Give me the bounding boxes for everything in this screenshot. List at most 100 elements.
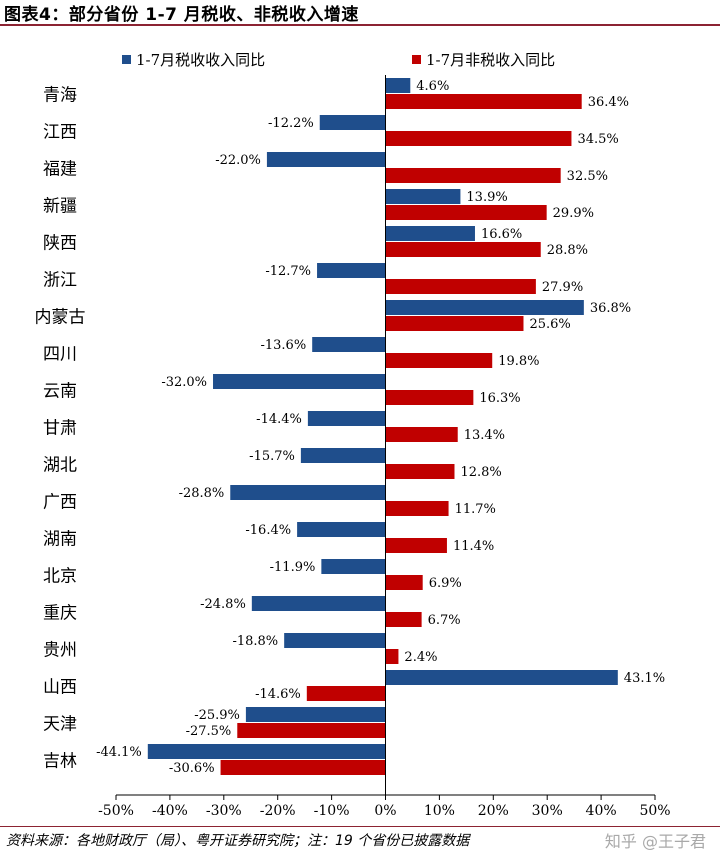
bar bbox=[385, 316, 524, 331]
bar bbox=[319, 115, 386, 130]
data-label: -28.8% bbox=[179, 486, 225, 501]
category-label: 福建 bbox=[43, 160, 77, 180]
bar bbox=[385, 205, 547, 220]
bar bbox=[213, 374, 386, 389]
bar bbox=[306, 686, 386, 701]
data-label: -25.9% bbox=[194, 708, 240, 723]
bar bbox=[312, 337, 386, 352]
bar bbox=[385, 189, 461, 204]
data-label: -32.0% bbox=[161, 375, 207, 390]
bar bbox=[385, 353, 493, 368]
data-label: 32.5% bbox=[567, 169, 608, 184]
category-label: 新疆 bbox=[43, 197, 77, 217]
x-tick-label: 10% bbox=[424, 803, 455, 819]
bar bbox=[385, 612, 422, 627]
bar bbox=[237, 723, 386, 738]
bar bbox=[385, 94, 582, 109]
bar bbox=[385, 78, 411, 93]
bar bbox=[251, 596, 386, 611]
bar bbox=[284, 633, 386, 648]
x-tick-label: 20% bbox=[478, 803, 509, 819]
data-label: -11.9% bbox=[270, 560, 316, 575]
data-label: -18.8% bbox=[232, 634, 278, 649]
category-label: 吉林 bbox=[43, 752, 77, 772]
chart-title: 图表4：部分省份 1-7 月税收、非税收入增速 bbox=[4, 5, 359, 25]
data-label: -30.6% bbox=[169, 761, 215, 776]
category-label: 四川 bbox=[43, 345, 77, 365]
category-label: 山西 bbox=[43, 678, 77, 698]
data-label: 13.9% bbox=[466, 190, 507, 205]
footer-divider bbox=[0, 826, 720, 827]
bar bbox=[385, 464, 455, 479]
data-label: 6.7% bbox=[428, 613, 461, 628]
bar bbox=[147, 744, 386, 759]
category-label: 广西 bbox=[43, 493, 77, 513]
x-tick-label: -50% bbox=[98, 803, 134, 819]
x-tick-label: -20% bbox=[260, 803, 296, 819]
category-label: 陕西 bbox=[43, 234, 77, 254]
legend-label: 1-7月非税收入同比 bbox=[426, 51, 555, 69]
bar bbox=[385, 501, 449, 516]
bar bbox=[385, 538, 447, 553]
category-label: 浙江 bbox=[43, 271, 77, 291]
legend-label: 1-7月税收收入同比 bbox=[136, 51, 265, 69]
category-label: 天津 bbox=[43, 715, 77, 735]
data-label: 4.6% bbox=[416, 79, 449, 94]
category-label: 云南 bbox=[43, 382, 77, 402]
data-label: -14.4% bbox=[256, 412, 302, 427]
x-tick-label: 50% bbox=[639, 803, 670, 819]
bar bbox=[385, 427, 458, 442]
data-label: 28.8% bbox=[547, 243, 588, 258]
bar bbox=[385, 168, 561, 183]
category-label: 青海 bbox=[43, 86, 77, 106]
x-tick-label: -40% bbox=[152, 803, 188, 819]
bar bbox=[245, 707, 386, 722]
bar bbox=[385, 575, 423, 590]
data-label: 25.6% bbox=[529, 317, 570, 332]
bar bbox=[317, 263, 386, 278]
x-tick-label: -10% bbox=[314, 803, 350, 819]
bar bbox=[321, 559, 386, 574]
data-label: -44.1% bbox=[96, 745, 142, 760]
data-label: 34.5% bbox=[577, 132, 618, 147]
x-tick-label: -30% bbox=[206, 803, 242, 819]
data-label: -27.5% bbox=[186, 724, 232, 739]
data-label: 16.3% bbox=[479, 391, 520, 406]
bar bbox=[385, 390, 474, 405]
data-label: 12.8% bbox=[460, 465, 501, 480]
x-tick-label: 30% bbox=[532, 803, 563, 819]
bar bbox=[297, 522, 386, 537]
data-label: 27.9% bbox=[542, 280, 583, 295]
legend-swatch bbox=[412, 55, 421, 64]
bar bbox=[385, 242, 541, 257]
data-label: -12.2% bbox=[268, 116, 314, 131]
x-tick-label: 0% bbox=[374, 803, 396, 819]
title-divider bbox=[0, 24, 720, 26]
category-label: 北京 bbox=[43, 567, 77, 587]
category-label: 湖北 bbox=[43, 456, 77, 476]
data-label: 6.9% bbox=[429, 576, 462, 591]
category-label: 贵州 bbox=[43, 641, 77, 661]
data-label: 29.9% bbox=[553, 206, 594, 221]
bar bbox=[220, 760, 386, 775]
data-label: 16.6% bbox=[481, 227, 522, 242]
data-label: 36.8% bbox=[590, 301, 631, 316]
category-label: 湖南 bbox=[43, 530, 77, 550]
chart-area: 1-7月税收收入同比 1-7月非税收入同比 青海 4.6% 36.4% 江西 -12.2% 3… bbox=[0, 30, 720, 825]
category-label: 重庆 bbox=[43, 604, 77, 624]
data-label: 2.4% bbox=[404, 650, 437, 665]
bar bbox=[300, 448, 386, 463]
bar bbox=[385, 649, 399, 664]
category-label: 甘肃 bbox=[43, 419, 77, 439]
data-label: 19.8% bbox=[498, 354, 539, 369]
data-label: -22.0% bbox=[215, 153, 261, 168]
bar bbox=[385, 279, 536, 294]
category-label: 内蒙古 bbox=[35, 308, 86, 328]
bar bbox=[385, 226, 475, 241]
credit-watermark: 知乎 @王子君 bbox=[604, 832, 706, 851]
bar bbox=[385, 670, 618, 685]
bar bbox=[230, 485, 386, 500]
legend-swatch bbox=[122, 55, 131, 64]
bar bbox=[385, 300, 584, 315]
